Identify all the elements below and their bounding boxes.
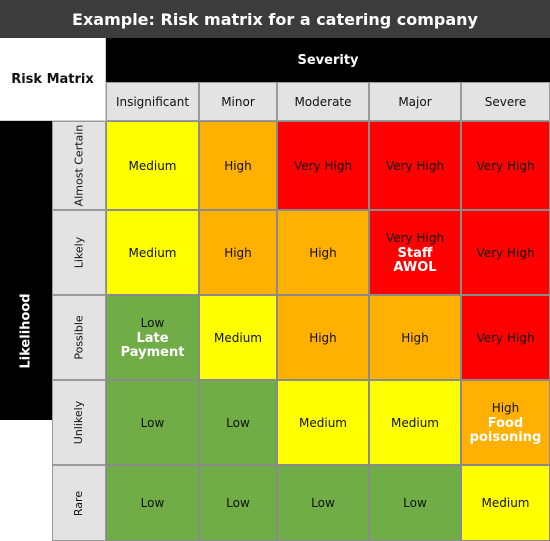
risk-cell-almost-certain-moderate: Very High	[277, 121, 369, 210]
risk-level-label: High	[224, 158, 252, 173]
risk-level-label: High	[309, 245, 337, 260]
risk-level-label: High	[491, 400, 520, 415]
risk-example-label: Staff AWOL	[393, 245, 437, 275]
risk-cell-likely-moderate: High	[277, 210, 369, 295]
title-bar: Example: Risk matrix for a catering comp…	[0, 0, 550, 38]
likelihood-row-almost-certain: Almost Certain	[52, 121, 106, 210]
risk-cell-possible-major: High	[369, 295, 461, 380]
likelihood-row-label: Likely	[72, 236, 86, 269]
risk-level-label: High	[401, 330, 429, 345]
risk-level-label: Low	[140, 496, 165, 510]
risk-level-label: High	[309, 330, 337, 345]
risk-cell-likely-major: Very High Staff AWOL	[369, 210, 461, 295]
severity-column-severe: Severe	[461, 82, 550, 121]
risk-level-label: Very High	[385, 158, 445, 173]
risk-cell-rare-minor: Low	[199, 465, 277, 541]
risk-cell-almost-certain-minor: High	[199, 121, 277, 210]
risk-cell-likely-severe: Very High	[461, 210, 550, 295]
likelihood-row-rare: Rare	[52, 465, 106, 541]
severity-column-moderate: Moderate	[277, 82, 369, 121]
risk-level-label: Medium	[391, 415, 439, 430]
risk-level-label: Medium	[481, 496, 530, 510]
risk-cell-likely-minor: High	[199, 210, 277, 295]
risk-level-label: Very High	[293, 158, 353, 173]
likelihood-row-label: Possible	[72, 315, 86, 360]
risk-level-label: Very High	[476, 330, 535, 345]
likelihood-header: Likelihood	[18, 293, 34, 369]
risk-level-label: Medium	[128, 158, 177, 173]
risk-example-label: Food poisoning	[469, 415, 542, 445]
likelihood-row-label: Rare	[72, 490, 86, 516]
risk-level-label: Medium	[128, 245, 177, 260]
risk-cell-rare-moderate: Low	[277, 465, 369, 541]
severity-column-insignificant: Insignificant	[106, 82, 199, 121]
risk-cell-rare-insignificant: Low	[106, 465, 199, 541]
risk-cell-almost-certain-major: Very High	[369, 121, 461, 210]
risk-level-label: Low	[226, 496, 250, 510]
risk-matrix-label: Risk Matrix	[0, 38, 106, 121]
risk-level-label: Very High	[476, 158, 535, 173]
likelihood-row-label: Unlikely	[72, 400, 86, 445]
risk-level-label: Medium	[299, 415, 347, 430]
risk-cell-unlikely-moderate: Medium	[277, 380, 369, 465]
severity-column-major: Major	[369, 82, 461, 121]
risk-level-label: Very High	[476, 245, 535, 260]
risk-cell-unlikely-insignificant: Low	[106, 380, 199, 465]
risk-example-label: Late Payment	[120, 330, 185, 360]
likelihood-row-likely: Likely	[52, 210, 106, 295]
risk-cell-likely-insignificant: Medium	[106, 210, 199, 295]
risk-cell-unlikely-major: Medium	[369, 380, 461, 465]
risk-cell-almost-certain-insignificant: Medium	[106, 121, 199, 210]
severity-column-minor: Minor	[199, 82, 277, 121]
risk-cell-unlikely-severe: High Food poisoning	[461, 380, 550, 465]
likelihood-row-unlikely: Unlikely	[52, 380, 106, 465]
risk-cell-rare-severe: Medium	[461, 465, 550, 541]
risk-level-label: Low	[311, 496, 335, 510]
risk-level-label: Low	[140, 415, 165, 430]
severity-header: Severity	[106, 38, 550, 82]
risk-cell-possible-minor: Medium	[199, 295, 277, 380]
risk-level-label: Low	[403, 496, 427, 510]
risk-cell-possible-severe: Very High	[461, 295, 550, 380]
risk-level-label: High	[224, 245, 252, 260]
risk-level-label: Low	[140, 315, 165, 330]
risk-cell-almost-certain-severe: Very High	[461, 121, 550, 210]
risk-cell-possible-moderate: High	[277, 295, 369, 380]
likelihood-row-possible: Possible	[52, 295, 106, 380]
risk-cell-unlikely-minor: Low	[199, 380, 277, 465]
risk-level-label: Medium	[214, 330, 262, 345]
risk-cell-rare-major: Low	[369, 465, 461, 541]
likelihood-row-label: Almost Certain	[72, 124, 86, 207]
risk-level-label: Low	[226, 415, 250, 430]
risk-cell-possible-insignificant: Low Late Payment	[106, 295, 199, 380]
risk-level-label: Very High	[385, 230, 445, 245]
